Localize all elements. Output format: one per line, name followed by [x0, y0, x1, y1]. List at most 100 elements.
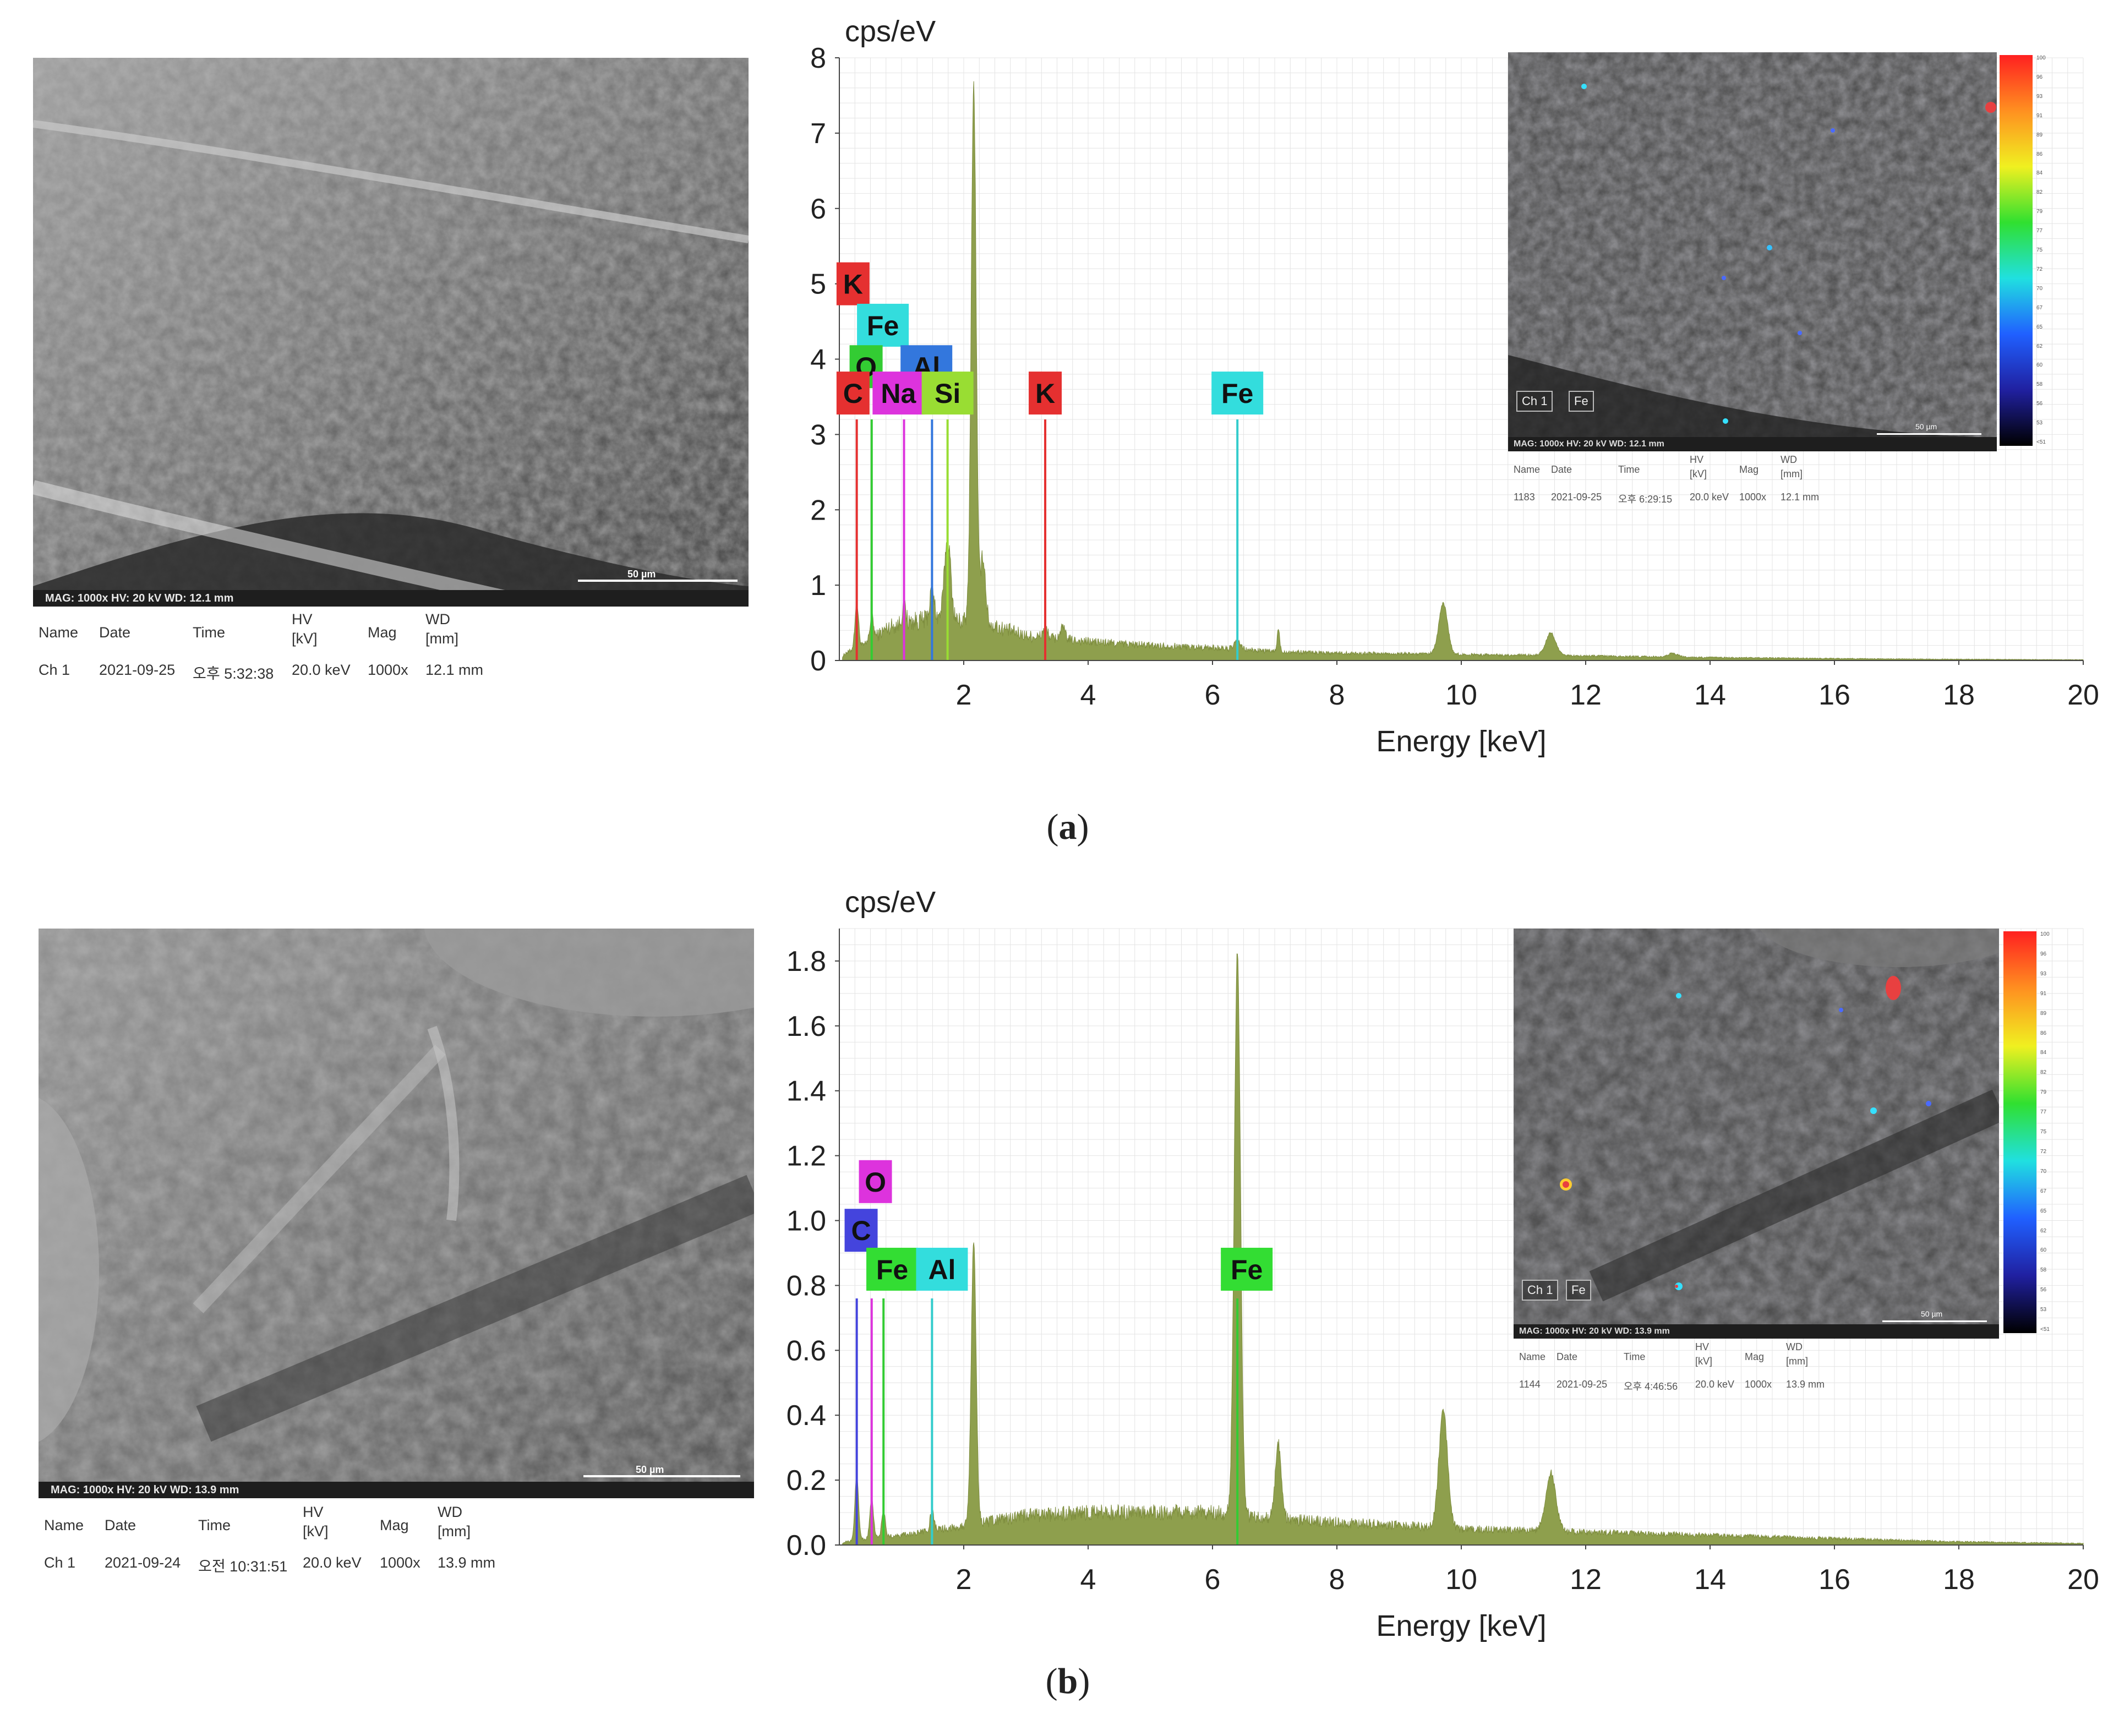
x-tick-label: 18	[1943, 679, 1975, 711]
x-tick-label: 18	[1943, 1564, 1975, 1596]
map-meta-value-hv: 20.0 keV	[1695, 1379, 1735, 1390]
map-meta-header-wd-unit: [mm]	[1781, 468, 1803, 479]
colorbar-tick: 75	[2040, 1129, 2047, 1135]
colorbar-tick: <51	[2036, 439, 2046, 445]
map-meta-value-time: 오후 4:46:56	[1624, 1381, 1678, 1392]
panel-b: MAG: 1000x HV: 20 kV WD: 13.9 mm 50 µm N…	[0, 868, 2119, 1736]
colorbar-tick: 70	[2036, 285, 2043, 292]
colorbar-tick: 93	[2036, 93, 2043, 100]
meta-header-hv: HV	[292, 611, 313, 627]
element-label-box	[1029, 372, 1062, 415]
meta-value-mag: 1000x	[368, 662, 408, 678]
sem-texture-a	[33, 58, 749, 607]
meta-value-wd: 12.1 mm	[425, 662, 484, 678]
element-label: C	[844, 1209, 878, 1252]
meta-value-name: Ch 1	[44, 1554, 76, 1571]
map-meta-value-wd: 12.1 mm	[1781, 492, 1820, 503]
element-label-text: O	[865, 1167, 886, 1198]
colorbar-tick: 82	[2040, 1069, 2047, 1076]
element-label-text: C	[851, 1215, 871, 1246]
element-label-box	[844, 1209, 878, 1252]
colorbar-tick: 82	[2036, 189, 2043, 196]
map-texture-b	[1514, 929, 1999, 1339]
y-tick-label: 0	[810, 645, 826, 677]
meta-value-mag: 1000x	[380, 1554, 420, 1571]
colorbar-ticks-b: 100 96 93 91 89 86 84 82 79 77 75 72 70 67 65 62 60 58 56 5…	[2040, 929, 2073, 1336]
map-image-a: Ch 1 Fe MAG: 1000x HV: 20 kV WD: 12.1 mm…	[1508, 52, 1997, 451]
y-tick-label: 0.6	[787, 1335, 826, 1367]
y-tick-label: 0.2	[787, 1465, 826, 1497]
meta-header-date: Date	[105, 1517, 136, 1533]
y-tick-label: 1.2	[787, 1140, 826, 1172]
element-label: Fe	[1211, 372, 1264, 415]
map-image-b: Ch 1 Fe MAG: 1000x HV: 20 kV WD: 13.9 mm…	[1514, 929, 1999, 1339]
element-label: C	[836, 372, 870, 415]
map-chip-ch1-b[interactable]: Ch 1	[1522, 1280, 1559, 1301]
element-label-box	[857, 303, 909, 347]
map-spot	[1985, 102, 1996, 113]
element-label-box	[866, 1247, 919, 1291]
meta-header-date: Date	[99, 624, 131, 641]
colorbar-tick: 79	[2036, 209, 2043, 215]
sem-scalebar-b	[583, 1475, 740, 1477]
sem-image-a: MAG: 1000x HV: 20 kV WD: 12.1 mm 50 µm	[33, 58, 749, 607]
x-axis-label: Energy [keV]	[1376, 1609, 1546, 1642]
fig-label-open: (	[1045, 1661, 1058, 1701]
map-meta-header-mag: Mag	[1745, 1351, 1765, 1362]
x-tick-label: 20	[2067, 679, 2099, 711]
map-meta-header-name: Name	[1519, 1351, 1546, 1362]
spectrum-svg-b: 0.0 0.2 0.4 0.6 0.8 1.0 1.2 1.4 1.6 1.8 2 4 6 8 10 12 14…	[787, 886, 2099, 1642]
element-label-box	[1211, 372, 1264, 415]
colorbar-tick: 56	[2040, 1287, 2047, 1293]
map-chip-fe-a[interactable]: Fe	[1569, 391, 1594, 412]
x-tick-label: 8	[1329, 679, 1345, 711]
y-axis-label: cps/eV	[845, 15, 936, 48]
map-meta-header-wd: WD	[1781, 454, 1797, 465]
meta-header-wd-unit: [mm]	[425, 630, 458, 647]
element-label: Fe	[866, 1247, 919, 1291]
element-label-box	[836, 372, 870, 415]
element-label-box	[921, 372, 974, 415]
y-tick-label: 0.4	[787, 1400, 826, 1432]
element-label-box	[836, 262, 870, 305]
element-label-text: K	[843, 269, 863, 300]
map-meta-value-hv: 20.0 keV	[1690, 492, 1729, 503]
y-tick-label: 1.6	[787, 1011, 826, 1042]
map-scalebar-label-a: 50 µm	[1915, 422, 1937, 431]
element-label-box	[872, 372, 925, 415]
colorbar-tick: 75	[2036, 247, 2043, 253]
meta-value-hv: 20.0 keV	[303, 1554, 362, 1571]
x-tick-label: 14	[1694, 679, 1726, 711]
colorbar-tick: 84	[2036, 170, 2043, 177]
element-label-text: Fe	[1221, 378, 1253, 409]
spectrum-area	[842, 81, 2084, 661]
colorbar-tick: 65	[2040, 1208, 2047, 1214]
x-tick-label: 4	[1080, 679, 1096, 711]
colorbar-tick: 56	[2036, 401, 2043, 407]
meta-header-hv-unit: [kV]	[292, 630, 318, 647]
sem-meta-b: Name Date Time HV [kV] Mag WD [mm] Ch 1 …	[44, 1498, 594, 1575]
spectrum-chart-a: 0 1 2 3 4 5 6 7 8 2 4 6 8 10 12 14 16 18 20 cps/eV Energy [k…	[771, 11, 2119, 776]
map-meta-header-date: Date	[1557, 1351, 1578, 1362]
colorbar-tick: 70	[2040, 1168, 2047, 1175]
colorbar-tick: 96	[2040, 951, 2047, 957]
map-meta-a: Name Date Time HV [kV] Mag WD [mm] 1183 …	[1514, 454, 1899, 520]
map-chip-ch1-a[interactable]: Ch 1	[1516, 391, 1553, 412]
x-tick-label: 14	[1694, 1564, 1726, 1596]
colorbar-tick: 65	[2036, 324, 2043, 330]
x-tick-label: 4	[1080, 1564, 1096, 1596]
colorbar-tick: 60	[2040, 1247, 2047, 1254]
sem-footer-b: MAG: 1000x HV: 20 kV WD: 13.9 mm	[39, 1482, 754, 1498]
sem-image-b: MAG: 1000x HV: 20 kV WD: 13.9 mm 50 µm	[39, 929, 754, 1498]
element-map-a: Ch 1 Fe MAG: 1000x HV: 20 kV WD: 12.1 mm…	[1508, 52, 2113, 526]
map-meta-value-wd: 13.9 mm	[1786, 1379, 1825, 1390]
colorbar-tick: 72	[2036, 266, 2043, 272]
spectrum-chart-b: 0.0 0.2 0.4 0.6 0.8 1.0 1.2 1.4 1.6 1.8 2 4 6 8 10 12 14…	[771, 879, 2119, 1644]
y-tick-label: 0.0	[787, 1530, 826, 1562]
colorbar-tick: 58	[2040, 1267, 2047, 1274]
map-meta-value-name: 1183	[1514, 492, 1535, 503]
map-chip-fe-b[interactable]: Fe	[1566, 1280, 1591, 1301]
meta-header-hv-unit: [kV]	[303, 1523, 329, 1540]
colorbar-tick: 79	[2040, 1089, 2047, 1096]
colorbar-tick: 60	[2036, 362, 2043, 369]
